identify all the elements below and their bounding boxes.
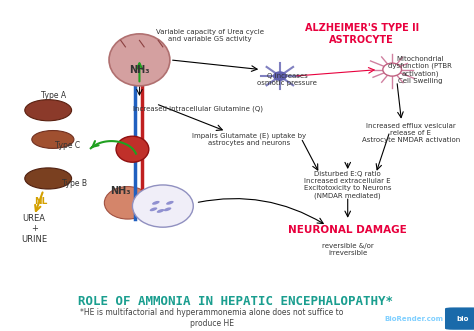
Text: Type C: Type C <box>55 141 80 151</box>
Text: reversible &/or
irreversible: reversible &/or irreversible <box>322 243 374 257</box>
FancyBboxPatch shape <box>445 307 474 330</box>
Text: NH₃: NH₃ <box>129 65 150 74</box>
Ellipse shape <box>150 208 157 211</box>
Ellipse shape <box>164 208 171 211</box>
Circle shape <box>132 185 193 227</box>
Text: Type A: Type A <box>41 91 66 100</box>
Text: Impairs Glutamate (E) uptake by
astrocytes and neurons: Impairs Glutamate (E) uptake by astrocyt… <box>192 133 307 146</box>
Text: Increased efflux vesicular
release of E
Astrocyte NMDAR activation: Increased efflux vesicular release of E … <box>362 123 460 143</box>
Ellipse shape <box>32 130 74 148</box>
Text: NEURONAL DAMAGE: NEURONAL DAMAGE <box>288 225 407 235</box>
Text: *HE is multifactorial and hyperammonemia alone does not suffice to
produce HE: *HE is multifactorial and hyperammonemia… <box>80 308 344 328</box>
Ellipse shape <box>25 168 72 189</box>
Circle shape <box>383 63 401 76</box>
Text: Increased intracellular Glutamine (Q): Increased intracellular Glutamine (Q) <box>133 105 263 112</box>
Text: Disturbed E:Q ratio
Increased extracellular E
Excitotoxicity to Neurons
(NMDAR m: Disturbed E:Q ratio Increased extracellu… <box>304 171 392 199</box>
Text: Mitochondrial
dysfunction (PTBR
activation)
Cell Swelling: Mitochondrial dysfunction (PTBR activati… <box>388 56 452 84</box>
Ellipse shape <box>157 209 164 213</box>
Ellipse shape <box>116 136 149 162</box>
Text: bio: bio <box>457 315 469 322</box>
Ellipse shape <box>104 187 151 219</box>
Text: Q increases
osmotic pressure: Q increases osmotic pressure <box>257 73 317 86</box>
Text: Variable capacity of Urea cycle
and variable GS activity: Variable capacity of Urea cycle and vari… <box>155 29 264 42</box>
Text: Created in: Created in <box>344 315 382 322</box>
Ellipse shape <box>25 100 72 121</box>
Text: BioRender.com: BioRender.com <box>385 315 444 322</box>
Ellipse shape <box>109 34 170 86</box>
Text: ALZHEIMER'S TYPE II
ASTROCYTE: ALZHEIMER'S TYPE II ASTROCYTE <box>305 23 419 45</box>
Text: NH₃: NH₃ <box>110 186 131 197</box>
Ellipse shape <box>166 201 173 205</box>
Text: Type B: Type B <box>62 179 87 188</box>
Circle shape <box>273 71 287 81</box>
Text: NL: NL <box>35 197 48 206</box>
Ellipse shape <box>152 201 160 205</box>
Text: ROLE OF AMMONIA IN HEPATIC ENCEPHALOPATHY*: ROLE OF AMMONIA IN HEPATIC ENCEPHALOPATH… <box>78 295 393 308</box>
Text: UREA
+
URINE: UREA + URINE <box>21 214 47 244</box>
